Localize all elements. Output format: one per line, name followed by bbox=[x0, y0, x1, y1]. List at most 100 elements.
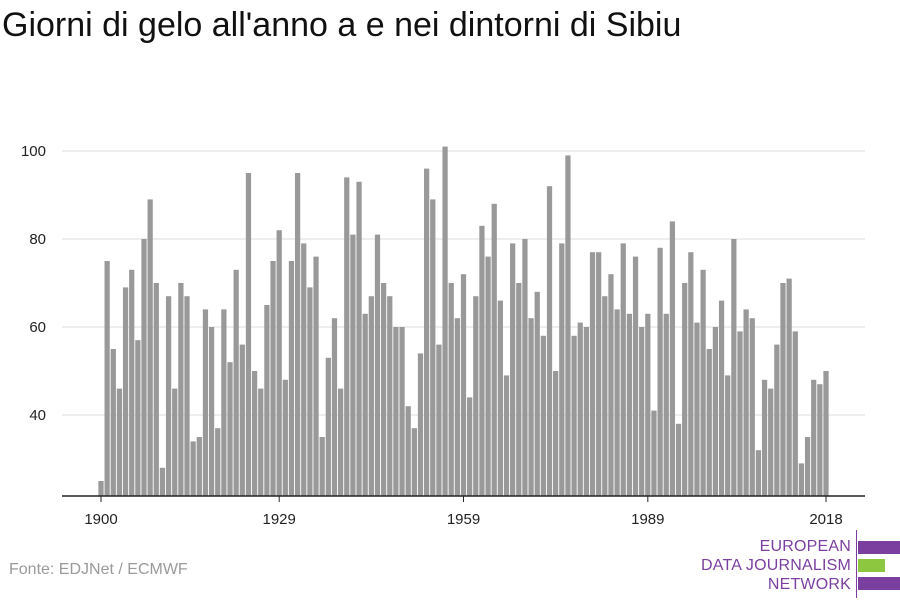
bar-1914[interactable] bbox=[184, 296, 190, 496]
bar-1907[interactable] bbox=[141, 239, 147, 496]
bar-2008[interactable] bbox=[761, 379, 768, 496]
bar-1961[interactable] bbox=[473, 296, 479, 496]
bar-1939[interactable] bbox=[338, 388, 344, 496]
bar-1945[interactable] bbox=[374, 234, 381, 496]
bar-1924[interactable] bbox=[245, 173, 252, 496]
bar-2006[interactable] bbox=[749, 318, 755, 496]
bar-1900[interactable] bbox=[98, 481, 104, 496]
bar-2004[interactable] bbox=[737, 331, 743, 496]
bar-1930[interactable] bbox=[282, 379, 288, 496]
bar-1980[interactable] bbox=[589, 252, 596, 496]
bar-2015[interactable] bbox=[804, 437, 811, 496]
bar-1935[interactable] bbox=[313, 256, 319, 496]
bar-1973[interactable] bbox=[546, 186, 553, 496]
bar-1927[interactable] bbox=[264, 305, 270, 496]
bar-1958[interactable] bbox=[454, 318, 460, 496]
bar-1986[interactable] bbox=[626, 313, 633, 496]
bar-1944[interactable] bbox=[368, 296, 374, 496]
bar-1933[interactable] bbox=[301, 243, 307, 496]
bar-1922[interactable] bbox=[233, 269, 239, 496]
bar-1916[interactable] bbox=[196, 437, 202, 496]
bar-1946[interactable] bbox=[381, 283, 387, 496]
bar-2013[interactable] bbox=[792, 331, 798, 496]
bar-1983[interactable] bbox=[608, 274, 614, 496]
bar-1987[interactable] bbox=[632, 256, 639, 496]
bar-1909[interactable] bbox=[153, 283, 159, 496]
bar-1950[interactable] bbox=[405, 406, 411, 496]
bar-1966[interactable] bbox=[503, 375, 510, 496]
bar-1999[interactable] bbox=[706, 349, 712, 496]
bar-1953[interactable] bbox=[424, 168, 430, 496]
bar-1923[interactable] bbox=[239, 344, 245, 496]
bar-1951[interactable] bbox=[411, 428, 417, 496]
edjnet-logo[interactable]: EUROPEAN DATA JOURNALISM NETWORK bbox=[700, 530, 900, 600]
bar-1985[interactable] bbox=[620, 243, 626, 496]
bar-1968[interactable] bbox=[516, 283, 522, 496]
bar-2011[interactable] bbox=[780, 283, 786, 496]
bar-1902[interactable] bbox=[110, 349, 116, 496]
bar-1942[interactable] bbox=[356, 181, 362, 497]
bar-1941[interactable] bbox=[350, 234, 356, 496]
bar-1940[interactable] bbox=[344, 177, 350, 496]
bar-1962[interactable] bbox=[479, 225, 485, 497]
bar-1981[interactable] bbox=[596, 252, 602, 496]
bar-1956[interactable] bbox=[442, 146, 448, 496]
bar-1936[interactable] bbox=[319, 437, 325, 496]
bar-1912[interactable] bbox=[172, 388, 178, 496]
bar-1904[interactable] bbox=[122, 287, 129, 496]
bar-2017[interactable] bbox=[817, 384, 823, 496]
bar-1932[interactable] bbox=[294, 173, 301, 496]
bar-1906[interactable] bbox=[135, 340, 141, 496]
bar-1984[interactable] bbox=[614, 309, 620, 496]
bar-1993[interactable] bbox=[669, 221, 676, 496]
bar-1934[interactable] bbox=[307, 287, 313, 496]
bar-1957[interactable] bbox=[448, 283, 454, 496]
bar-1901[interactable] bbox=[104, 261, 110, 496]
bar-1994[interactable] bbox=[675, 423, 682, 496]
bar-1971[interactable] bbox=[534, 291, 540, 496]
bar-1996[interactable] bbox=[688, 252, 694, 496]
bar-1992[interactable] bbox=[663, 313, 669, 496]
bar-1978[interactable] bbox=[577, 322, 583, 496]
bar-1928[interactable] bbox=[270, 261, 276, 496]
bar-1969[interactable] bbox=[522, 239, 528, 496]
bar-1988[interactable] bbox=[639, 327, 645, 496]
bar-1959[interactable] bbox=[460, 274, 467, 496]
bar-1990[interactable] bbox=[651, 410, 657, 496]
bar-1937[interactable] bbox=[325, 357, 331, 496]
bar-1995[interactable] bbox=[682, 283, 688, 496]
bar-2002[interactable] bbox=[725, 375, 731, 496]
bar-2012[interactable] bbox=[786, 278, 792, 496]
bar-1970[interactable] bbox=[528, 318, 534, 496]
bar-1967[interactable] bbox=[510, 243, 516, 496]
bar-2005[interactable] bbox=[743, 309, 749, 496]
bar-1952[interactable] bbox=[417, 353, 424, 496]
bar-1913[interactable] bbox=[178, 283, 184, 496]
bar-1975[interactable] bbox=[559, 243, 565, 496]
bar-1954[interactable] bbox=[430, 199, 436, 496]
bar-2003[interactable] bbox=[731, 239, 737, 496]
bar-1918[interactable] bbox=[208, 327, 215, 496]
bar-1998[interactable] bbox=[700, 269, 706, 496]
bar-1921[interactable] bbox=[227, 362, 233, 496]
bar-2000[interactable] bbox=[712, 327, 719, 496]
bar-1964[interactable] bbox=[491, 203, 497, 497]
bar-1997[interactable] bbox=[694, 322, 700, 496]
bar-2018[interactable] bbox=[823, 371, 829, 496]
bar-1925[interactable] bbox=[251, 371, 258, 496]
bar-1989[interactable] bbox=[645, 313, 651, 496]
bar-1972[interactable] bbox=[540, 335, 546, 496]
bar-1948[interactable] bbox=[393, 327, 399, 496]
bar-1963[interactable] bbox=[485, 256, 491, 496]
bar-1931[interactable] bbox=[288, 261, 295, 496]
bar-2016[interactable] bbox=[811, 379, 817, 496]
bar-1903[interactable] bbox=[116, 388, 123, 496]
bar-1908[interactable] bbox=[147, 199, 153, 496]
bar-1911[interactable] bbox=[165, 296, 172, 496]
bar-1965[interactable] bbox=[497, 300, 503, 496]
bar-2010[interactable] bbox=[774, 344, 780, 496]
bar-2007[interactable] bbox=[755, 450, 762, 496]
bar-1920[interactable] bbox=[221, 309, 227, 496]
bar-1955[interactable] bbox=[436, 344, 442, 496]
bar-1991[interactable] bbox=[657, 247, 663, 496]
